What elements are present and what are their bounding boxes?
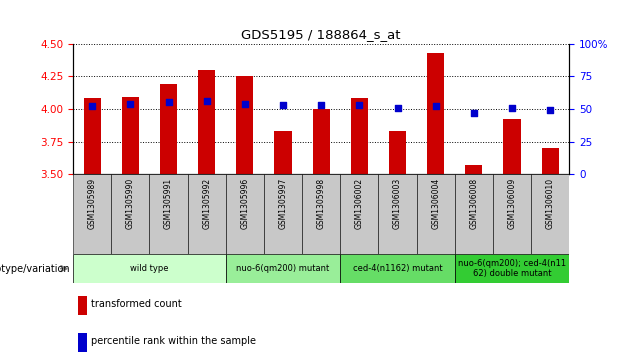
Text: ced-4(n1162) mutant: ced-4(n1162) mutant (353, 264, 442, 273)
Text: percentile rank within the sample: percentile rank within the sample (90, 336, 256, 346)
Bar (198, 70, 215, 174)
Point (240, 101, 250, 107)
Point (316, 102, 326, 108)
Bar (466, 165, 483, 174)
Bar (78, 296, 87, 315)
Text: GSM1306009: GSM1306009 (508, 178, 516, 229)
Bar (275, 131, 292, 174)
Bar (160, 84, 177, 174)
Bar (73, 174, 111, 254)
Point (202, 98, 212, 104)
Bar (313, 109, 330, 174)
Bar (531, 174, 569, 254)
Text: GSM1305996: GSM1305996 (240, 178, 249, 229)
Bar (302, 174, 340, 254)
Point (392, 105, 403, 110)
Text: GSM1306002: GSM1306002 (355, 178, 364, 229)
Bar (226, 174, 264, 254)
Bar (122, 97, 139, 174)
Bar (340, 174, 378, 254)
Text: genotype/variation: genotype/variation (0, 264, 70, 274)
Point (469, 110, 479, 116)
Bar (149, 174, 188, 254)
Bar (226, 254, 340, 283)
Text: GSM1305992: GSM1305992 (202, 178, 211, 229)
Bar (493, 174, 531, 254)
Point (163, 99, 174, 105)
Text: GSM1305998: GSM1305998 (317, 178, 326, 229)
Text: GSM1306003: GSM1306003 (393, 178, 402, 229)
Text: GSM1305989: GSM1305989 (88, 178, 97, 229)
Bar (455, 174, 493, 254)
Point (431, 103, 441, 109)
Text: wild type: wild type (130, 264, 169, 273)
Text: GSM1305990: GSM1305990 (126, 178, 135, 229)
Bar (340, 254, 455, 283)
Bar (504, 119, 521, 174)
Text: GSM1306010: GSM1306010 (546, 178, 555, 229)
Bar (427, 53, 445, 174)
Point (507, 105, 517, 110)
Text: GSM1305991: GSM1305991 (164, 178, 173, 229)
Bar (237, 76, 253, 174)
Text: nuo-6(qm200); ced-4(n11
62) double mutant: nuo-6(qm200); ced-4(n11 62) double mutan… (458, 259, 566, 278)
Bar (78, 333, 87, 352)
Text: transformed count: transformed count (90, 299, 181, 310)
Bar (378, 174, 417, 254)
Bar (542, 148, 559, 174)
Point (87, 103, 97, 109)
Point (278, 102, 288, 108)
Bar (73, 254, 226, 283)
Point (125, 101, 135, 107)
Bar (351, 98, 368, 174)
Text: nuo-6(qm200) mutant: nuo-6(qm200) mutant (237, 264, 329, 273)
Bar (111, 174, 149, 254)
Bar (417, 174, 455, 254)
Bar (84, 98, 100, 174)
Title: GDS5195 / 188864_s_at: GDS5195 / 188864_s_at (242, 28, 401, 41)
Bar (264, 174, 302, 254)
Text: GSM1305997: GSM1305997 (279, 178, 287, 229)
Text: GSM1306008: GSM1306008 (469, 178, 478, 229)
Point (545, 107, 555, 113)
Bar (389, 131, 406, 174)
Point (354, 102, 364, 108)
Bar (188, 174, 226, 254)
Bar (455, 254, 569, 283)
Text: GSM1306004: GSM1306004 (431, 178, 440, 229)
